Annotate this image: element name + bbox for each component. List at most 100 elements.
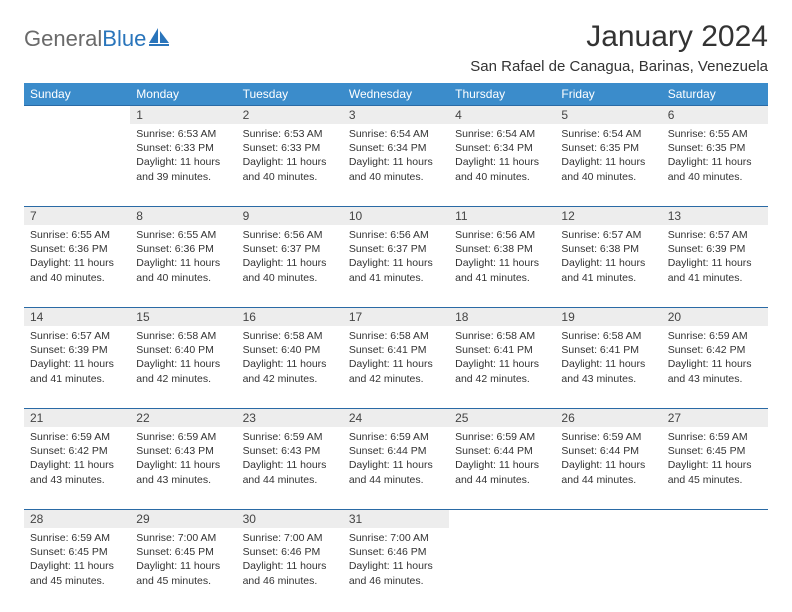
day-cell: Sunrise: 6:55 AMSunset: 6:36 PMDaylight:…	[24, 225, 130, 307]
day-detail: Sunrise: 6:59 AMSunset: 6:44 PMDaylight:…	[555, 427, 661, 493]
day-detail: Sunrise: 6:57 AMSunset: 6:38 PMDaylight:…	[555, 225, 661, 291]
daynum-cell: 14	[24, 307, 130, 326]
day-detail: Sunrise: 6:55 AMSunset: 6:36 PMDaylight:…	[24, 225, 130, 291]
daynum-row: 78910111213	[24, 206, 768, 225]
content-row: Sunrise: 6:57 AMSunset: 6:39 PMDaylight:…	[24, 326, 768, 408]
day-cell	[449, 528, 555, 610]
daynum-cell: 5	[555, 105, 661, 124]
day-detail: Sunrise: 6:58 AMSunset: 6:41 PMDaylight:…	[555, 326, 661, 392]
day-header: Sunday	[24, 83, 130, 105]
day-cell: Sunrise: 6:54 AMSunset: 6:34 PMDaylight:…	[449, 124, 555, 206]
title-block: January 2024 San Rafael de Canagua, Bari…	[470, 20, 768, 75]
day-cell: Sunrise: 6:58 AMSunset: 6:41 PMDaylight:…	[555, 326, 661, 408]
daynum-cell: 30	[237, 509, 343, 528]
day-detail: Sunrise: 6:58 AMSunset: 6:40 PMDaylight:…	[130, 326, 236, 392]
day-cell: Sunrise: 6:53 AMSunset: 6:33 PMDaylight:…	[237, 124, 343, 206]
day-detail: Sunrise: 6:56 AMSunset: 6:37 PMDaylight:…	[237, 225, 343, 291]
day-detail: Sunrise: 6:57 AMSunset: 6:39 PMDaylight:…	[662, 225, 768, 291]
day-detail: Sunrise: 6:53 AMSunset: 6:33 PMDaylight:…	[237, 124, 343, 190]
daynum-cell: 17	[343, 307, 449, 326]
day-header-row: SundayMondayTuesdayWednesdayThursdayFrid…	[24, 83, 768, 105]
daynum-row: 14151617181920	[24, 307, 768, 326]
daynum-cell: 7	[24, 206, 130, 225]
day-cell: Sunrise: 6:58 AMSunset: 6:40 PMDaylight:…	[130, 326, 236, 408]
day-cell: Sunrise: 6:59 AMSunset: 6:43 PMDaylight:…	[130, 427, 236, 509]
day-header: Friday	[555, 83, 661, 105]
daynum-cell: 23	[237, 408, 343, 427]
day-cell: Sunrise: 6:57 AMSunset: 6:39 PMDaylight:…	[662, 225, 768, 307]
day-detail: Sunrise: 7:00 AMSunset: 6:45 PMDaylight:…	[130, 528, 236, 594]
content-row: Sunrise: 6:53 AMSunset: 6:33 PMDaylight:…	[24, 124, 768, 206]
daynum-cell: 2	[237, 105, 343, 124]
day-detail: Sunrise: 6:58 AMSunset: 6:40 PMDaylight:…	[237, 326, 343, 392]
daynum-cell: 10	[343, 206, 449, 225]
day-detail: Sunrise: 6:58 AMSunset: 6:41 PMDaylight:…	[449, 326, 555, 392]
content-row: Sunrise: 6:59 AMSunset: 6:45 PMDaylight:…	[24, 528, 768, 610]
day-cell: Sunrise: 6:58 AMSunset: 6:41 PMDaylight:…	[343, 326, 449, 408]
daynum-row: 28293031	[24, 509, 768, 528]
day-header: Thursday	[449, 83, 555, 105]
day-detail: Sunrise: 6:59 AMSunset: 6:42 PMDaylight:…	[24, 427, 130, 493]
logo-text-blue: Blue	[102, 26, 146, 52]
day-cell: Sunrise: 6:57 AMSunset: 6:38 PMDaylight:…	[555, 225, 661, 307]
day-cell	[555, 528, 661, 610]
daynum-row: 21222324252627	[24, 408, 768, 427]
day-cell: Sunrise: 6:59 AMSunset: 6:42 PMDaylight:…	[662, 326, 768, 408]
day-cell: Sunrise: 7:00 AMSunset: 6:46 PMDaylight:…	[343, 528, 449, 610]
day-cell: Sunrise: 6:55 AMSunset: 6:35 PMDaylight:…	[662, 124, 768, 206]
daynum-row: 123456	[24, 105, 768, 124]
day-cell	[24, 124, 130, 206]
day-cell: Sunrise: 7:00 AMSunset: 6:46 PMDaylight:…	[237, 528, 343, 610]
day-detail: Sunrise: 7:00 AMSunset: 6:46 PMDaylight:…	[343, 528, 449, 594]
day-cell: Sunrise: 6:56 AMSunset: 6:38 PMDaylight:…	[449, 225, 555, 307]
day-header: Saturday	[662, 83, 768, 105]
day-cell	[662, 528, 768, 610]
daynum-cell: 11	[449, 206, 555, 225]
daynum-cell: 25	[449, 408, 555, 427]
daynum-cell: 22	[130, 408, 236, 427]
daynum-cell: 1	[130, 105, 236, 124]
daynum-cell: 6	[662, 105, 768, 124]
day-header: Tuesday	[237, 83, 343, 105]
daynum-cell: 20	[662, 307, 768, 326]
daynum-cell	[555, 509, 661, 528]
daynum-cell: 18	[449, 307, 555, 326]
day-cell: Sunrise: 6:54 AMSunset: 6:34 PMDaylight:…	[343, 124, 449, 206]
daynum-cell	[449, 509, 555, 528]
day-header: Wednesday	[343, 83, 449, 105]
day-detail: Sunrise: 6:56 AMSunset: 6:37 PMDaylight:…	[343, 225, 449, 291]
day-cell: Sunrise: 6:56 AMSunset: 6:37 PMDaylight:…	[237, 225, 343, 307]
daynum-cell: 24	[343, 408, 449, 427]
daynum-cell: 28	[24, 509, 130, 528]
day-cell: Sunrise: 6:57 AMSunset: 6:39 PMDaylight:…	[24, 326, 130, 408]
daynum-cell: 13	[662, 206, 768, 225]
day-header: Monday	[130, 83, 236, 105]
day-detail: Sunrise: 6:57 AMSunset: 6:39 PMDaylight:…	[24, 326, 130, 392]
daynum-cell: 15	[130, 307, 236, 326]
daynum-cell: 19	[555, 307, 661, 326]
logo-text-general: General	[24, 26, 102, 52]
page-header: GeneralBlue January 2024 San Rafael de C…	[24, 20, 768, 75]
day-cell: Sunrise: 6:59 AMSunset: 6:45 PMDaylight:…	[662, 427, 768, 509]
day-detail: Sunrise: 6:59 AMSunset: 6:44 PMDaylight:…	[343, 427, 449, 493]
day-cell: Sunrise: 6:58 AMSunset: 6:40 PMDaylight:…	[237, 326, 343, 408]
day-detail: Sunrise: 6:59 AMSunset: 6:43 PMDaylight:…	[237, 427, 343, 493]
day-cell: Sunrise: 6:59 AMSunset: 6:45 PMDaylight:…	[24, 528, 130, 610]
day-detail: Sunrise: 6:59 AMSunset: 6:45 PMDaylight:…	[662, 427, 768, 493]
daynum-cell: 27	[662, 408, 768, 427]
month-title: January 2024	[470, 20, 768, 54]
day-detail: Sunrise: 6:54 AMSunset: 6:35 PMDaylight:…	[555, 124, 661, 190]
day-detail: Sunrise: 6:58 AMSunset: 6:41 PMDaylight:…	[343, 326, 449, 392]
day-detail: Sunrise: 6:59 AMSunset: 6:43 PMDaylight:…	[130, 427, 236, 493]
day-cell: Sunrise: 6:59 AMSunset: 6:42 PMDaylight:…	[24, 427, 130, 509]
day-cell: Sunrise: 6:59 AMSunset: 6:43 PMDaylight:…	[237, 427, 343, 509]
content-row: Sunrise: 6:55 AMSunset: 6:36 PMDaylight:…	[24, 225, 768, 307]
day-cell: Sunrise: 6:58 AMSunset: 6:41 PMDaylight:…	[449, 326, 555, 408]
day-detail: Sunrise: 6:59 AMSunset: 6:45 PMDaylight:…	[24, 528, 130, 594]
daynum-cell: 12	[555, 206, 661, 225]
day-detail: Sunrise: 7:00 AMSunset: 6:46 PMDaylight:…	[237, 528, 343, 594]
day-cell: Sunrise: 6:53 AMSunset: 6:33 PMDaylight:…	[130, 124, 236, 206]
daynum-cell: 21	[24, 408, 130, 427]
daynum-cell: 31	[343, 509, 449, 528]
day-cell: Sunrise: 6:55 AMSunset: 6:36 PMDaylight:…	[130, 225, 236, 307]
